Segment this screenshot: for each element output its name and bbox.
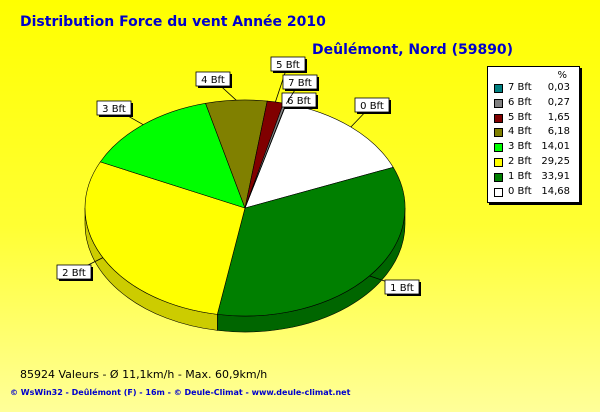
legend-value: 0,03 [547,82,570,93]
slice-label: 0 Bft [360,101,384,112]
slice-label: 1 Bft [390,283,414,294]
legend-item: 1 Bft 33,91 [494,171,576,184]
legend-value: 33,91 [541,170,570,182]
legend-value: 6,18 [547,126,570,138]
legend-label: 4 Bft [508,126,532,138]
legend-label: 5 Bft [508,111,532,123]
legend-label: 6 Bft [508,96,532,108]
slice-label: 6 Bft [287,96,311,107]
legend-label: 3 Bft [508,141,532,153]
legend: % 7 Bft 0,03 6 Bft 0,27 5 Bft 1,65 4 Bft 6,18 3 … [487,66,580,203]
slice-label-box [96,100,132,116]
legend-swatch [494,98,503,108]
footer-credits: © WsWin32 - Deûlémont (F) - 16m - © Deul… [10,388,351,397]
legend-value: 14,68 [541,185,570,197]
slice-label-box [384,279,420,295]
legend-label: 7 Bft [508,82,532,93]
legend-value: 14,01 [541,141,570,153]
legend-value: 0,27 [547,96,570,108]
pie-slice-1-bft [216,166,406,317]
legend-swatch [494,143,503,153]
slice-label-box [195,71,231,87]
legend-swatch [494,172,503,182]
legend-label: 2 Bft [508,156,532,167]
legend-swatch [494,158,503,167]
legend-item: 0 Bft 14,68 [494,186,576,199]
legend-label: 0 Bft [508,185,532,197]
legend-value: 29,25 [541,156,570,167]
legend-swatch [494,187,503,197]
legend-item: 5 Bft 1,65 [494,112,576,125]
slice-label: 3 Bft [102,104,126,115]
slice-label: 7 Bft [288,78,312,89]
legend-item: 4 Bft 6,18 [494,126,576,139]
slice-label-box [270,56,306,72]
legend-value: 1,65 [547,111,570,123]
legend-item: 3 Bft 14,01 [494,141,576,154]
slice-label: 4 Bft [201,75,225,86]
legend-swatch [494,84,503,93]
legend-swatch [494,128,503,138]
summary-stats: 85924 Valeurs - Ø 11,1km/h - Max. 60,9km… [20,368,268,381]
slice-label: 5 Bft [276,60,300,71]
slice-label-box [56,264,92,280]
station-name: Deûlémont, Nord (59890) [312,42,514,58]
chart-title: Distribution Force du vent Année 2010 [20,14,326,30]
legend-label: 1 Bft [508,170,532,182]
legend-item: 7 Bft 0,03 [494,82,576,95]
slice-label: 2 Bft [62,268,86,279]
legend-item: 6 Bft 0,27 [494,97,576,110]
legend-item: 2 Bft 29,25 [494,156,576,169]
legend-swatch [494,113,503,123]
slice-label-box [354,97,390,113]
slice-label-box [282,74,318,90]
legend-unit: % [557,70,567,81]
